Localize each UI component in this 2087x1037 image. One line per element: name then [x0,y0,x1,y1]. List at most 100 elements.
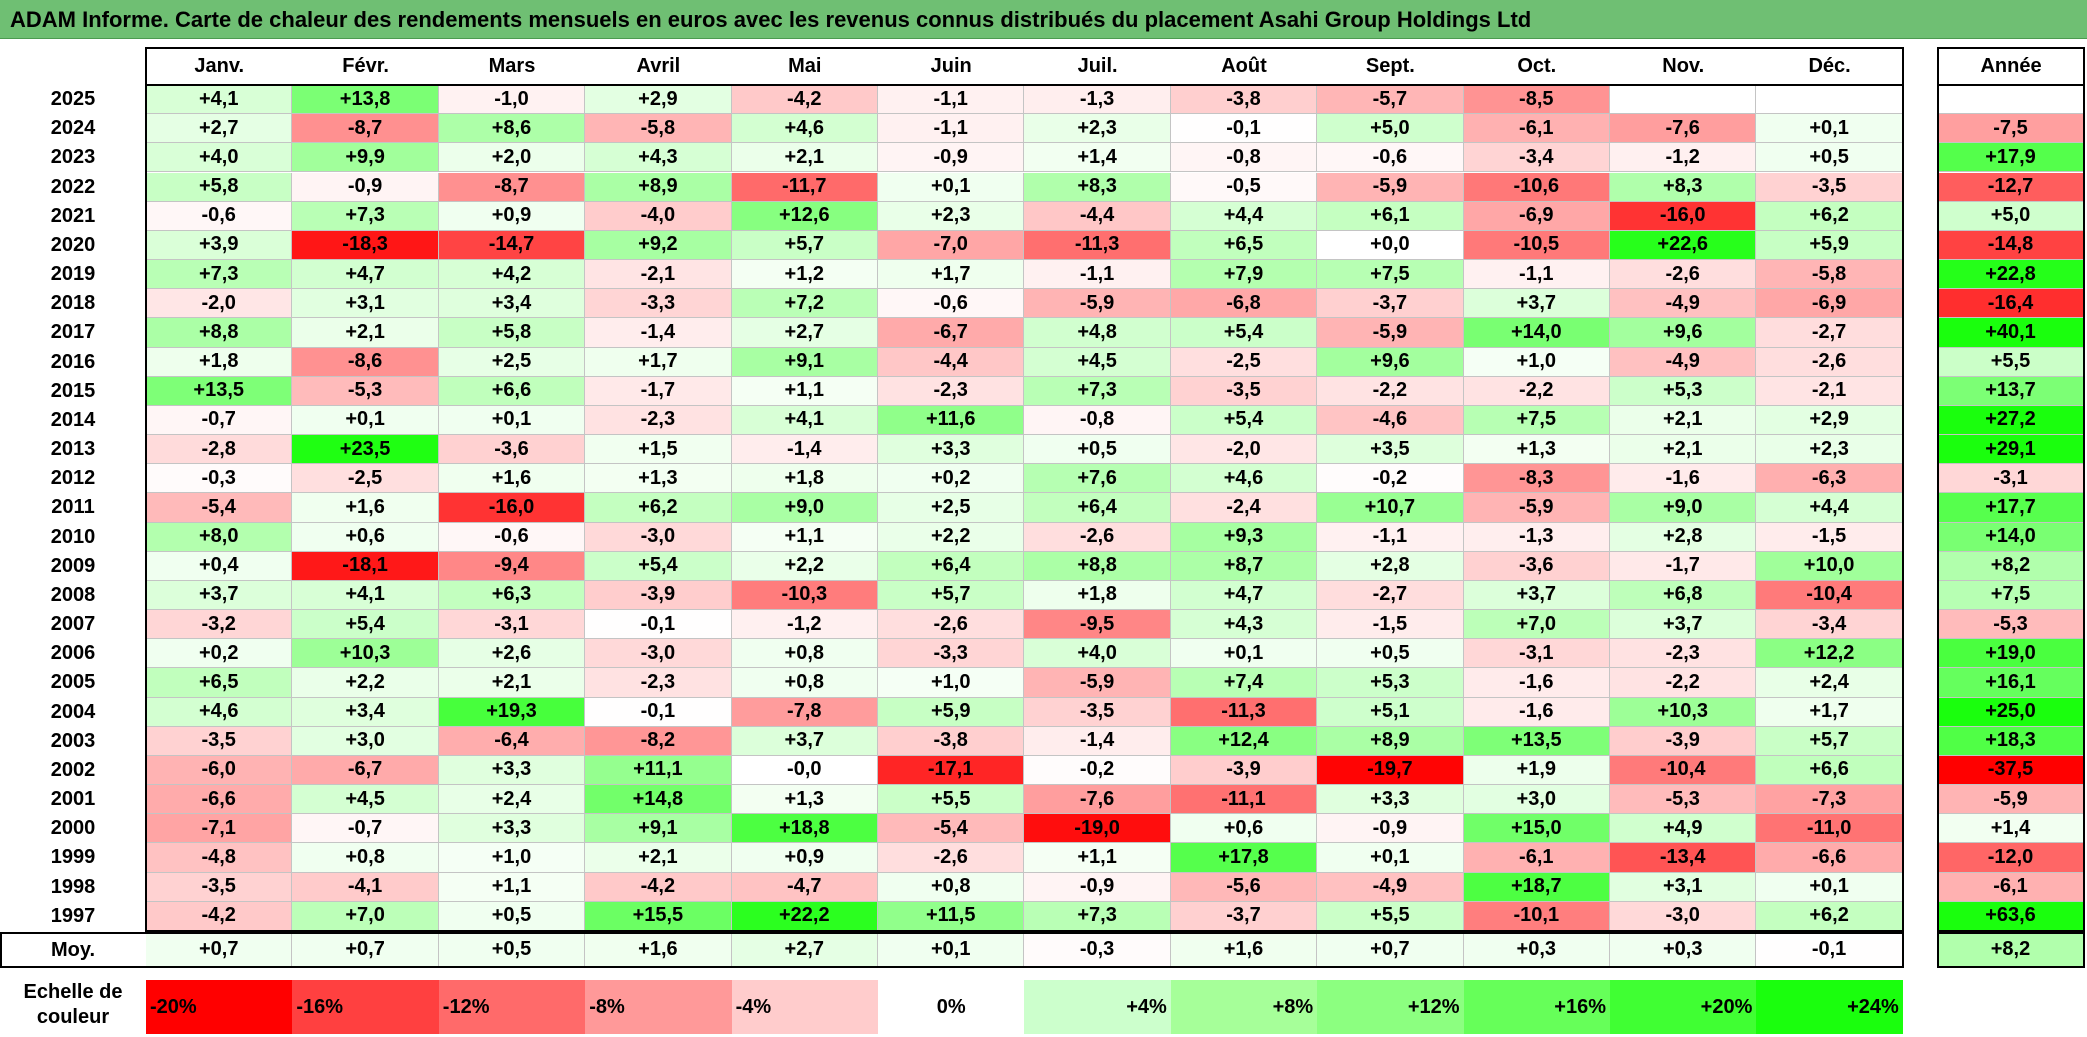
heatmap-cell: +18,8 [731,814,878,844]
heatmap-cell: -0,6 [438,522,586,552]
year-label: 2013 [50,438,96,461]
year-label: 2007 [50,613,96,636]
heatmap-cell: -3,2 [146,610,293,640]
heatmap-cell: +4,0 [1024,639,1171,669]
heatmap-cell: +4,6 [146,697,293,727]
heatmap-cell: +2,5 [878,493,1025,523]
heatmap-cell: -2,6 [878,843,1025,873]
heatmap-cell: -1,6 [1463,668,1610,698]
heatmap-cell: -14,7 [438,230,586,260]
heatmap-cell: -2,8 [146,435,293,465]
year-label: 1997 [50,904,96,927]
heatmap-cell: +0,8 [731,668,878,698]
heatmap-cell: -4,4 [878,347,1025,377]
heatmap-cell: +3,3 [438,814,586,844]
heatmap-cell: +1,5 [585,435,732,465]
heatmap-cell: +3,0 [292,726,439,756]
heatmap-cell: -5,8 [1756,260,1903,290]
heatmap-cell: -4,2 [146,901,293,931]
heatmap-cell: +4,1 [292,580,439,611]
heatmap-cell: -0,9 [1024,872,1171,902]
heatmap-cell: +9,9 [292,143,439,173]
heatmap-cell: -19,0 [1024,814,1171,844]
heatmap-cell: +9,3 [1170,522,1318,552]
annual-cell: +7,5 [1938,580,2084,611]
average-cell: +1,6 [585,932,732,968]
heatmap-cell: -0,6 [878,289,1025,319]
heatmap-cell: +0,2 [146,639,293,669]
heatmap-cell: +10,0 [1756,551,1903,581]
average-cell: +0,7 [146,932,293,968]
heatmap-cell: +13,8 [292,85,439,115]
heatmap-cell: -2,1 [1756,376,1903,406]
heatmap-cell: -0,2 [1024,755,1171,786]
heatmap-cell: -3,7 [1170,901,1318,931]
heatmap-cell: -6,9 [1756,289,1903,319]
heatmap-cell: +4,4 [1756,493,1903,523]
heatmap-cell: -9,4 [438,551,586,581]
heatmap-cell: +9,1 [585,814,732,844]
heatmap-cell: +2,1 [438,668,586,698]
annual-cell: +17,7 [1938,493,2084,523]
annual-cell: +13,7 [1938,376,2084,406]
heatmap-cell: -2,6 [1756,347,1903,377]
heatmap-cell: +2,4 [1756,668,1903,698]
heatmap-cell: +0,1 [438,405,586,436]
heatmap-cell: -5,6 [1170,872,1318,902]
heatmap-cell: +0,1 [1317,843,1464,873]
year-label: 2022 [50,175,96,198]
heatmap-cell: +3,3 [438,755,586,786]
heatmap-cell: +22,6 [1610,230,1757,260]
year-label: 2015 [50,379,96,402]
heatmap-cell: +3,7 [1610,610,1757,640]
heatmap-cell: +2,2 [731,551,878,581]
heatmap-cell: +14,8 [585,785,732,815]
year-label: 1999 [50,846,96,869]
month-header: Janv. [194,54,245,77]
heatmap-cell: -1,1 [1463,260,1610,290]
heatmap-cell: -2,2 [1317,376,1464,406]
annual-cell: -5,3 [1938,610,2084,640]
heatmap-cell: +12,2 [1756,639,1903,669]
heatmap-cell: +0,1 [1756,872,1903,902]
heatmap-cell: +9,1 [731,347,878,377]
average-cell: +2,7 [731,932,878,968]
heatmap-cell: -10,3 [731,580,878,611]
month-header: Juin [930,54,972,77]
heatmap-cell: -6,6 [1756,843,1903,873]
heatmap-cell: +1,7 [1756,697,1903,727]
heatmap-cell: -4,0 [585,201,732,231]
heatmap-cell: +1,4 [1024,143,1171,173]
heatmap-cell: +22,2 [731,901,878,931]
heatmap-cell: -1,7 [1610,551,1757,581]
heatmap-cell: +6,3 [438,580,586,611]
heatmap-cell: -3,0 [585,522,732,552]
heatmap-cell: -3,5 [1756,172,1903,202]
heatmap-cell: +5,7 [731,230,878,260]
heatmap-cell: -8,6 [292,347,439,377]
heatmap-cell: -7,8 [731,697,878,727]
heatmap-cell: +2,1 [585,843,732,873]
heatmap-cell: +1,3 [1463,435,1610,465]
heatmap-cell: +6,4 [1024,493,1171,523]
heatmap-cell: -3,3 [878,639,1025,669]
heatmap-cell: -3,7 [1317,289,1464,319]
title-bar: ADAM Informe. Carte de chaleur des rende… [0,0,2087,39]
heatmap-cell: +3,0 [1463,785,1610,815]
heatmap-cell: +13,5 [1463,726,1610,756]
heatmap-cell: -5,8 [585,114,732,144]
heatmap-cell: +4,0 [146,143,293,173]
heatmap-cell: +9,6 [1317,347,1464,377]
year-label: 2019 [50,263,96,286]
heatmap-cell: +5,8 [438,318,586,348]
annual-cell: +8,2 [1938,551,2084,581]
color-scale-swatch: -16% [292,980,439,1034]
month-header: Sept. [1365,54,1415,77]
heatmap-cell: -1,1 [1317,522,1464,552]
heatmap-cell: +4,5 [1024,347,1171,377]
heatmap-cell: +0,5 [1317,639,1464,669]
color-scale-swatch: +12% [1317,980,1464,1034]
month-header: Nov. [1662,54,1705,77]
heatmap-cell: +0,2 [878,464,1025,494]
heatmap-cell: +8,8 [1024,551,1171,581]
